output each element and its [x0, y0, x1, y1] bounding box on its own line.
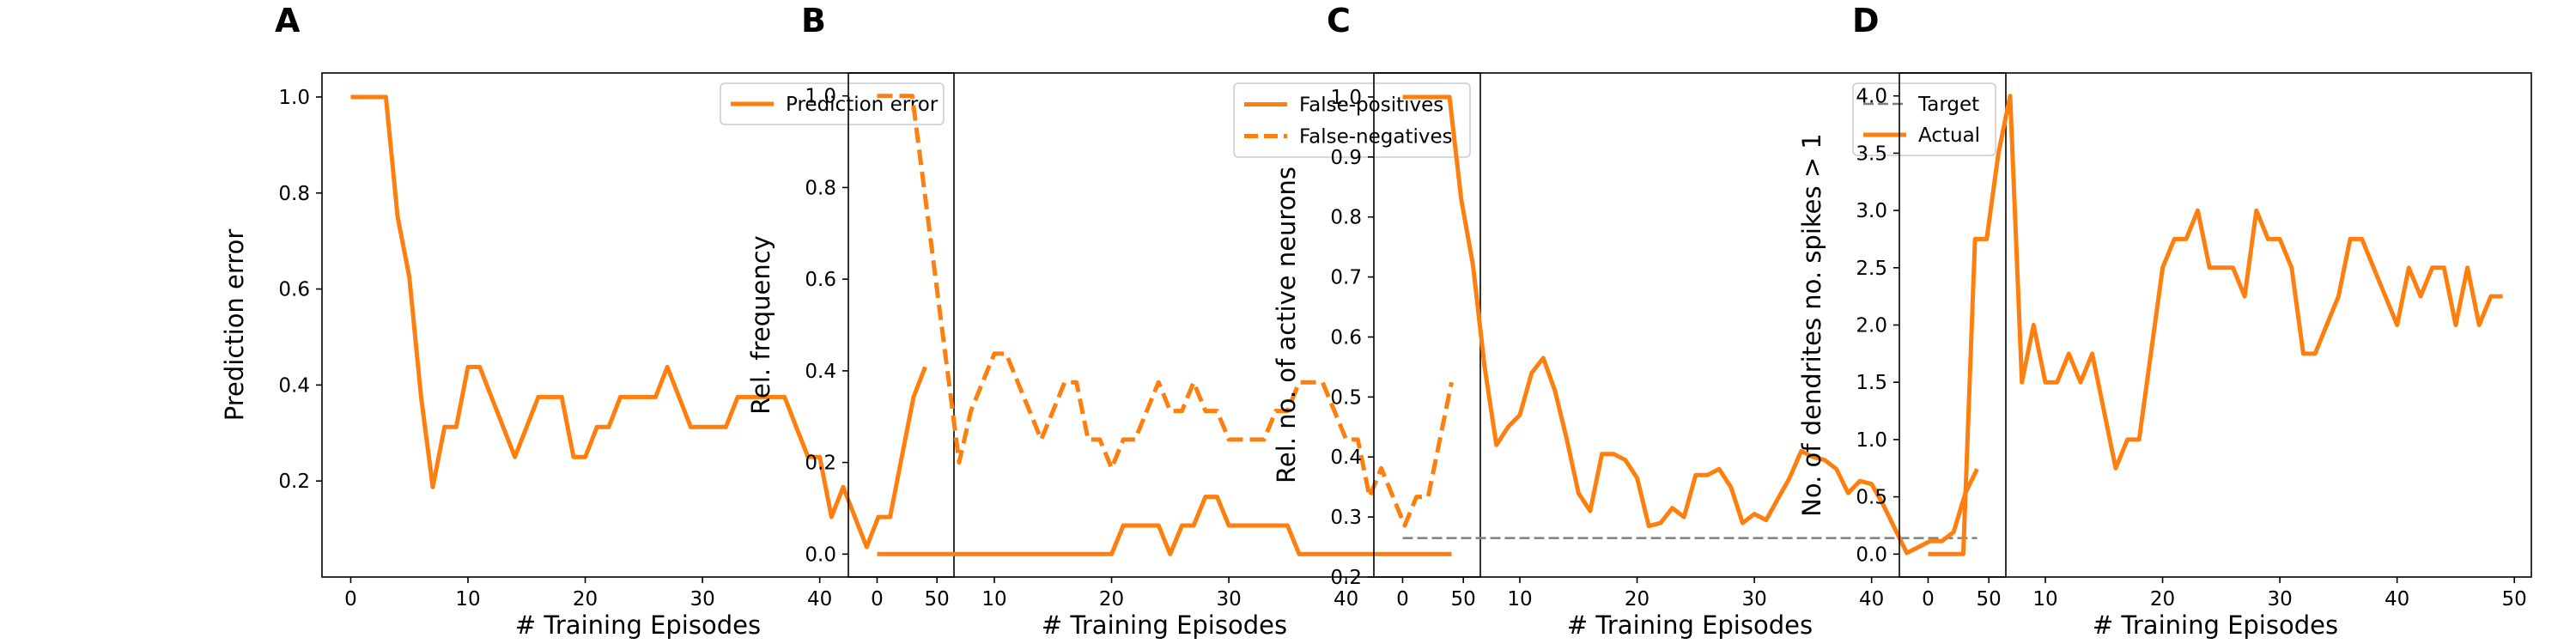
- legend: Target Actual: [1852, 82, 1996, 156]
- y-tick-label: 0.4: [805, 361, 836, 383]
- panel-letter: B: [801, 2, 826, 39]
- x-axis-label: # Training Episodes: [515, 611, 761, 640]
- legend-box: [720, 82, 945, 125]
- y-tick-label: 3.5: [1856, 143, 1887, 165]
- y-tick-label: 0.0: [1856, 544, 1887, 566]
- y-tick-label: 0.6: [805, 269, 836, 291]
- y-tick-label: 0.2: [278, 471, 310, 493]
- y-tick-label: 0.5: [1330, 386, 1362, 409]
- y-tick-label: 4.0: [1856, 86, 1887, 108]
- y-tick-label: 0.9: [1330, 147, 1362, 169]
- x-tick-label: 50: [2502, 588, 2527, 611]
- y-tick-label: 0.2: [1330, 567, 1362, 589]
- y-axis-label: Rel. no. of active neurons: [1272, 167, 1301, 483]
- y-tick-label: 0.8: [805, 177, 836, 199]
- y-tick-label: 2.0: [1856, 315, 1887, 337]
- y-tick-label: 0.3: [1330, 507, 1362, 529]
- x-tick-label: 10: [455, 588, 480, 611]
- x-tick-label: 10: [2032, 588, 2057, 611]
- x-tick-label: 50: [1977, 588, 2002, 611]
- x-tick-label: 10: [1507, 588, 1532, 611]
- series-line-0: [350, 94, 927, 550]
- y-tick-label: 0.7: [1330, 267, 1362, 289]
- y-tick-label: 0.2: [805, 453, 836, 475]
- y-tick-label: 3.0: [1856, 200, 1887, 222]
- panel-b: B 0 10 20 30 40 50 0.0 0.2 0.4 0.6 0.8 1.0 # Training…: [746, 2, 1481, 640]
- y-tick-label: 2.5: [1856, 258, 1887, 280]
- legend: Prediction error: [720, 82, 945, 125]
- x-tick-label: 30: [1216, 588, 1241, 611]
- y-tick-label: 1.0: [1330, 87, 1362, 109]
- x-tick-label: 0: [1922, 588, 1935, 611]
- legend-box: [1233, 82, 1471, 158]
- legend-box: [1852, 82, 1996, 156]
- x-tick-label: 40: [1334, 588, 1358, 611]
- panel-letter: C: [1327, 2, 1351, 39]
- x-tick-label: 20: [573, 588, 598, 611]
- panel-a: A 0 10 20 30 40 50 0.2 0.4 0.6 0.8 1.0 # Training Ep…: [220, 2, 955, 640]
- y-tick-label: 0.5: [1856, 487, 1887, 509]
- y-tick-label: 0.4: [1330, 447, 1362, 469]
- series-line-1: [1402, 94, 1979, 556]
- y-tick-label: 0.6: [1330, 326, 1362, 349]
- x-tick-label: 0: [871, 588, 884, 611]
- y-tick-label: 1.0: [278, 87, 310, 109]
- x-tick-label: 40: [807, 588, 832, 611]
- x-axis-label: # Training Episodes: [1042, 611, 1287, 640]
- y-tick-label: 0.0: [805, 544, 836, 566]
- x-tick-label: 50: [925, 588, 950, 611]
- y-axis-label: Rel. frequency: [746, 235, 775, 415]
- y-tick-label: 1.5: [1856, 372, 1887, 394]
- y-tick-label: 0.8: [1330, 207, 1362, 229]
- y-tick-label: 1.0: [805, 86, 836, 108]
- x-tick-label: 10: [981, 588, 1006, 611]
- legend-label: False-negatives: [1299, 126, 1453, 149]
- y-axis-label: No. of dendrites no. spikes > 1: [1797, 133, 1826, 517]
- series-line-1: [877, 94, 1454, 528]
- x-tick-label: 0: [344, 588, 357, 611]
- panel-letter: D: [1852, 2, 1880, 39]
- x-tick-label: 20: [2150, 588, 2175, 611]
- panel-letter: A: [275, 2, 301, 39]
- x-tick-label: 50: [1451, 588, 1476, 611]
- x-tick-label: 20: [1625, 588, 1649, 611]
- panel-c: C 0 10 20 30 40 50 0.2 0.3 0.4 0.5 0.6 0.7 0.8 0.9 1.0 #…: [1272, 2, 2007, 640]
- y-tick-label: 0.8: [278, 183, 310, 205]
- plot-frame: [321, 72, 955, 578]
- x-tick-label: 40: [1859, 588, 1884, 611]
- x-tick-label: 0: [1396, 588, 1409, 611]
- y-tick-label: 0.4: [278, 374, 310, 397]
- series-line-0: [877, 495, 1452, 556]
- y-tick-label: 0.6: [278, 279, 310, 301]
- y-tick-label: 1.0: [1856, 429, 1887, 452]
- legend-label: Target: [1917, 94, 1979, 116]
- x-tick-label: 20: [1099, 588, 1124, 611]
- x-tick-label: 40: [2385, 588, 2409, 611]
- legend-label: Actual: [1918, 125, 1980, 147]
- series-line-0: [1928, 94, 2503, 556]
- plot-frame: [1373, 72, 2007, 578]
- x-tick-label: 30: [2267, 588, 2292, 611]
- x-tick-label: 30: [1741, 588, 1766, 611]
- x-axis-label: # Training Episodes: [1567, 611, 1813, 640]
- x-tick-label: 30: [690, 588, 714, 611]
- y-axis-label: Prediction error: [220, 229, 249, 422]
- x-axis-label: # Training Episodes: [2093, 611, 2338, 640]
- panel-d: D 0 10 20 30 40 50 0.0 0.5 1.0 1.5 2.0 2.5 3.0 3.5 4.0 #…: [1797, 2, 2532, 640]
